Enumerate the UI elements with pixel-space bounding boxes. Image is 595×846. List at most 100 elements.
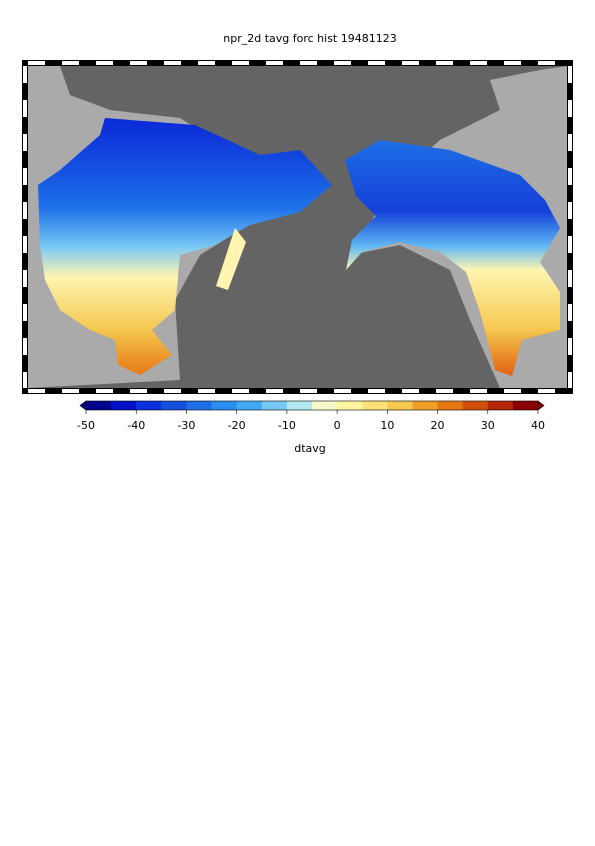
colorbar-segment	[111, 401, 137, 410]
border-tick	[23, 270, 27, 287]
border-tick	[568, 355, 572, 372]
border-tick	[28, 389, 45, 393]
colorbar-segment	[312, 401, 338, 410]
colorbar-tick-label: 0	[334, 419, 341, 432]
border-tick	[368, 389, 385, 393]
border-tick	[538, 389, 555, 393]
border-tick	[568, 321, 572, 338]
colorbar-tick-label: 40	[531, 419, 545, 432]
colorbar-segment	[437, 401, 463, 410]
colorbar-segment	[86, 401, 112, 410]
border-tick	[568, 202, 572, 219]
border-tick	[232, 61, 249, 65]
border-tick	[568, 236, 572, 253]
border-tick	[300, 61, 317, 65]
border-tick	[79, 61, 96, 65]
border-tick	[23, 117, 27, 134]
border-tick	[23, 66, 27, 83]
border-tick	[23, 253, 27, 270]
border-tick	[23, 168, 27, 185]
border-tick	[402, 389, 419, 393]
colorbar-tick-label: -40	[127, 419, 145, 432]
border-tick	[23, 287, 27, 304]
border-tick	[419, 389, 436, 393]
border-tick	[568, 134, 572, 151]
border-tick	[147, 61, 164, 65]
colorbar-segment	[462, 401, 489, 410]
colorbar-segment	[286, 401, 313, 410]
border-tick	[351, 389, 368, 393]
colorbar-segment	[261, 401, 288, 410]
map-border	[23, 61, 572, 393]
border-tick	[23, 355, 27, 372]
border-tick	[62, 389, 79, 393]
colorbar-end	[79, 400, 87, 411]
colorbar-segment	[136, 401, 162, 410]
colorbar-tick-label: -30	[177, 419, 195, 432]
field-america	[345, 140, 560, 376]
border-tick	[164, 61, 181, 65]
border-tick	[453, 61, 470, 65]
colorbar-segment	[412, 401, 438, 410]
border-tick	[164, 389, 181, 393]
colorbar-tick-label: -50	[77, 419, 95, 432]
colorbar-segment	[362, 401, 388, 410]
colorbar-segment	[487, 401, 514, 410]
border-tick	[181, 61, 198, 65]
border-tick	[23, 372, 27, 388]
border-tick	[538, 61, 555, 65]
title: npr_2d tavg forc hist 19481123	[223, 32, 396, 45]
border-tick	[28, 61, 45, 65]
border-tick	[436, 389, 453, 393]
colorbar-label: dtavg	[294, 442, 326, 455]
border-tick	[266, 389, 283, 393]
border-tick	[23, 185, 27, 202]
border-tick	[568, 185, 572, 202]
colorbar-tick-label: -10	[278, 419, 296, 432]
border-tick	[568, 287, 572, 304]
map	[22, 60, 573, 394]
border-tick	[568, 304, 572, 321]
border-tick	[568, 151, 572, 168]
border-tick	[385, 61, 402, 65]
border-tick	[62, 61, 79, 65]
colorbar-tick-label: 30	[481, 419, 495, 432]
border-tick	[555, 389, 567, 393]
border-tick	[215, 61, 232, 65]
border-tick	[487, 61, 504, 65]
border-tick	[568, 372, 572, 388]
border-tick	[198, 61, 215, 65]
field-asia	[38, 118, 332, 375]
colorbar-segment	[387, 401, 413, 410]
colorbar-segment	[337, 401, 363, 410]
colorbar-tick-label: 20	[431, 419, 445, 432]
border-tick	[453, 389, 470, 393]
border-tick	[181, 389, 198, 393]
border-tick	[568, 219, 572, 236]
border-tick	[568, 253, 572, 270]
border-tick	[96, 61, 113, 65]
border-tick	[568, 83, 572, 100]
border-tick	[436, 61, 453, 65]
border-tick	[198, 389, 215, 393]
border-tick	[23, 338, 27, 355]
border-tick	[283, 61, 300, 65]
colorbar-tick-label: -20	[228, 419, 246, 432]
colorbar-segment	[211, 401, 237, 410]
colorbar-segment	[186, 401, 212, 410]
border-tick	[79, 389, 96, 393]
border-tick	[351, 61, 368, 65]
border-tick	[470, 61, 487, 65]
border-tick	[23, 151, 27, 168]
border-tick	[45, 389, 62, 393]
border-tick	[568, 117, 572, 134]
border-tick	[334, 389, 351, 393]
border-tick	[568, 270, 572, 287]
colorbar: -50 -40 -30 -20 -10 0 10 20 30 40	[77, 400, 545, 432]
border-tick	[521, 389, 538, 393]
colorbar-end	[537, 400, 545, 411]
colorbar-outline	[85, 400, 539, 411]
border-tick	[568, 66, 572, 83]
field-kamchatka	[216, 228, 246, 290]
border-tick	[402, 61, 419, 65]
